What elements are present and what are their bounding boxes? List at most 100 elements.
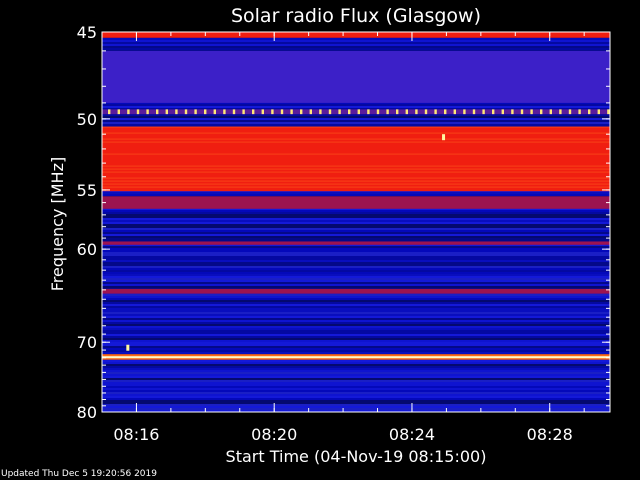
noise-stripe bbox=[102, 212, 610, 214]
burst-dot bbox=[415, 109, 418, 115]
noise-stripe bbox=[102, 402, 610, 404]
noise-stripe bbox=[102, 302, 610, 304]
burst-line bbox=[102, 356, 610, 359]
burst-dot bbox=[338, 109, 341, 115]
noise-stripe bbox=[102, 410, 610, 412]
burst-dot bbox=[136, 109, 140, 115]
noise-stripe bbox=[102, 46, 610, 48]
noise-stripe bbox=[102, 294, 610, 296]
band-texture bbox=[102, 177, 610, 179]
noise-stripe bbox=[102, 44, 610, 46]
noise-stripe bbox=[102, 278, 610, 280]
burst-dot bbox=[194, 109, 197, 115]
noise-stripe bbox=[102, 336, 610, 338]
noise-stripe bbox=[102, 276, 610, 278]
burst-dot bbox=[165, 109, 168, 115]
noise-stripe bbox=[102, 390, 610, 392]
noise-stripe bbox=[102, 332, 610, 334]
burst-dot bbox=[501, 109, 504, 115]
band-texture bbox=[102, 153, 610, 155]
burst-dot bbox=[146, 109, 149, 115]
burst-dot bbox=[357, 109, 360, 115]
burst-dot bbox=[127, 109, 130, 115]
noise-stripe bbox=[102, 214, 610, 216]
x-axis: 08:16 08:20 08:24 08:28 bbox=[113, 32, 585, 444]
noise-stripe bbox=[102, 386, 610, 388]
noise-stripe bbox=[102, 192, 610, 194]
noise-stripe bbox=[102, 282, 610, 284]
burst-dot bbox=[607, 109, 610, 115]
burst-dot bbox=[492, 109, 495, 115]
burst-dot bbox=[290, 109, 293, 115]
burst-dot bbox=[319, 109, 322, 115]
noise-stripe bbox=[102, 324, 610, 326]
noise-stripe bbox=[102, 246, 610, 248]
noise-stripe bbox=[102, 374, 610, 376]
band-texture bbox=[102, 183, 610, 185]
noise-stripe bbox=[102, 224, 610, 226]
noise-stripe bbox=[102, 226, 610, 228]
x-tick-label: 08:20 bbox=[251, 425, 297, 444]
burst-dot bbox=[549, 109, 552, 115]
noise-stripe bbox=[102, 268, 610, 270]
point-burst bbox=[442, 134, 446, 141]
noise-stripe bbox=[102, 272, 610, 274]
burst-dot bbox=[472, 109, 476, 115]
noise-stripe bbox=[102, 360, 610, 362]
noise-stripe bbox=[102, 218, 610, 220]
burst-dot bbox=[376, 109, 380, 115]
noise-stripe bbox=[102, 326, 610, 328]
y-tick-label: 70 bbox=[77, 333, 97, 352]
x-tick-label: 08:24 bbox=[389, 425, 435, 444]
noise-stripe bbox=[102, 240, 610, 242]
noise-stripe bbox=[102, 348, 610, 350]
band-texture bbox=[102, 132, 610, 134]
noise-stripe bbox=[102, 314, 610, 316]
noise-stripe bbox=[102, 266, 610, 268]
x-tick-label: 08:28 bbox=[527, 425, 573, 444]
burst-dot bbox=[348, 109, 351, 115]
noise-stripe bbox=[102, 352, 610, 354]
burst-dot bbox=[300, 109, 303, 115]
noise-stripe bbox=[102, 270, 610, 272]
noise-stripe bbox=[102, 310, 610, 312]
burst-dot bbox=[271, 109, 274, 115]
noise-stripe bbox=[102, 244, 610, 246]
noise-stripe bbox=[102, 220, 610, 222]
noise-stripe bbox=[102, 322, 610, 324]
noise-stripe bbox=[102, 258, 610, 260]
noise-stripe bbox=[102, 232, 610, 234]
band-texture bbox=[102, 186, 610, 188]
y-tick-label: 50 bbox=[77, 110, 97, 129]
noise-stripe bbox=[102, 124, 610, 126]
band-texture bbox=[102, 141, 610, 143]
noise-stripe bbox=[102, 116, 610, 118]
intensity-band bbox=[102, 126, 610, 192]
burst-dot bbox=[530, 109, 533, 115]
noise-stripe bbox=[102, 252, 610, 254]
noise-stripe bbox=[102, 254, 610, 256]
noise-stripe bbox=[102, 194, 610, 196]
noise-stripe bbox=[102, 344, 610, 346]
noise-stripe bbox=[102, 318, 610, 320]
noise-stripe bbox=[102, 376, 610, 378]
noise-stripe bbox=[102, 366, 610, 368]
noise-stripe bbox=[102, 38, 610, 40]
burst-dot bbox=[597, 109, 600, 115]
band-texture bbox=[102, 165, 610, 167]
noise-stripe bbox=[102, 340, 610, 342]
noise-stripe bbox=[102, 396, 610, 398]
noise-stripe bbox=[102, 260, 610, 262]
noise-stripe bbox=[102, 210, 610, 212]
noise-stripe bbox=[102, 216, 610, 218]
noise-stripe bbox=[102, 362, 610, 364]
noise-stripe bbox=[102, 342, 610, 344]
noise-stripe bbox=[102, 334, 610, 336]
burst-dot bbox=[453, 109, 456, 115]
band-texture bbox=[102, 171, 610, 173]
x-tick-label: 08:16 bbox=[113, 425, 159, 444]
y-tick-label: 80 bbox=[77, 403, 97, 422]
intensity-band bbox=[102, 241, 610, 245]
noise-stripe bbox=[102, 284, 610, 286]
